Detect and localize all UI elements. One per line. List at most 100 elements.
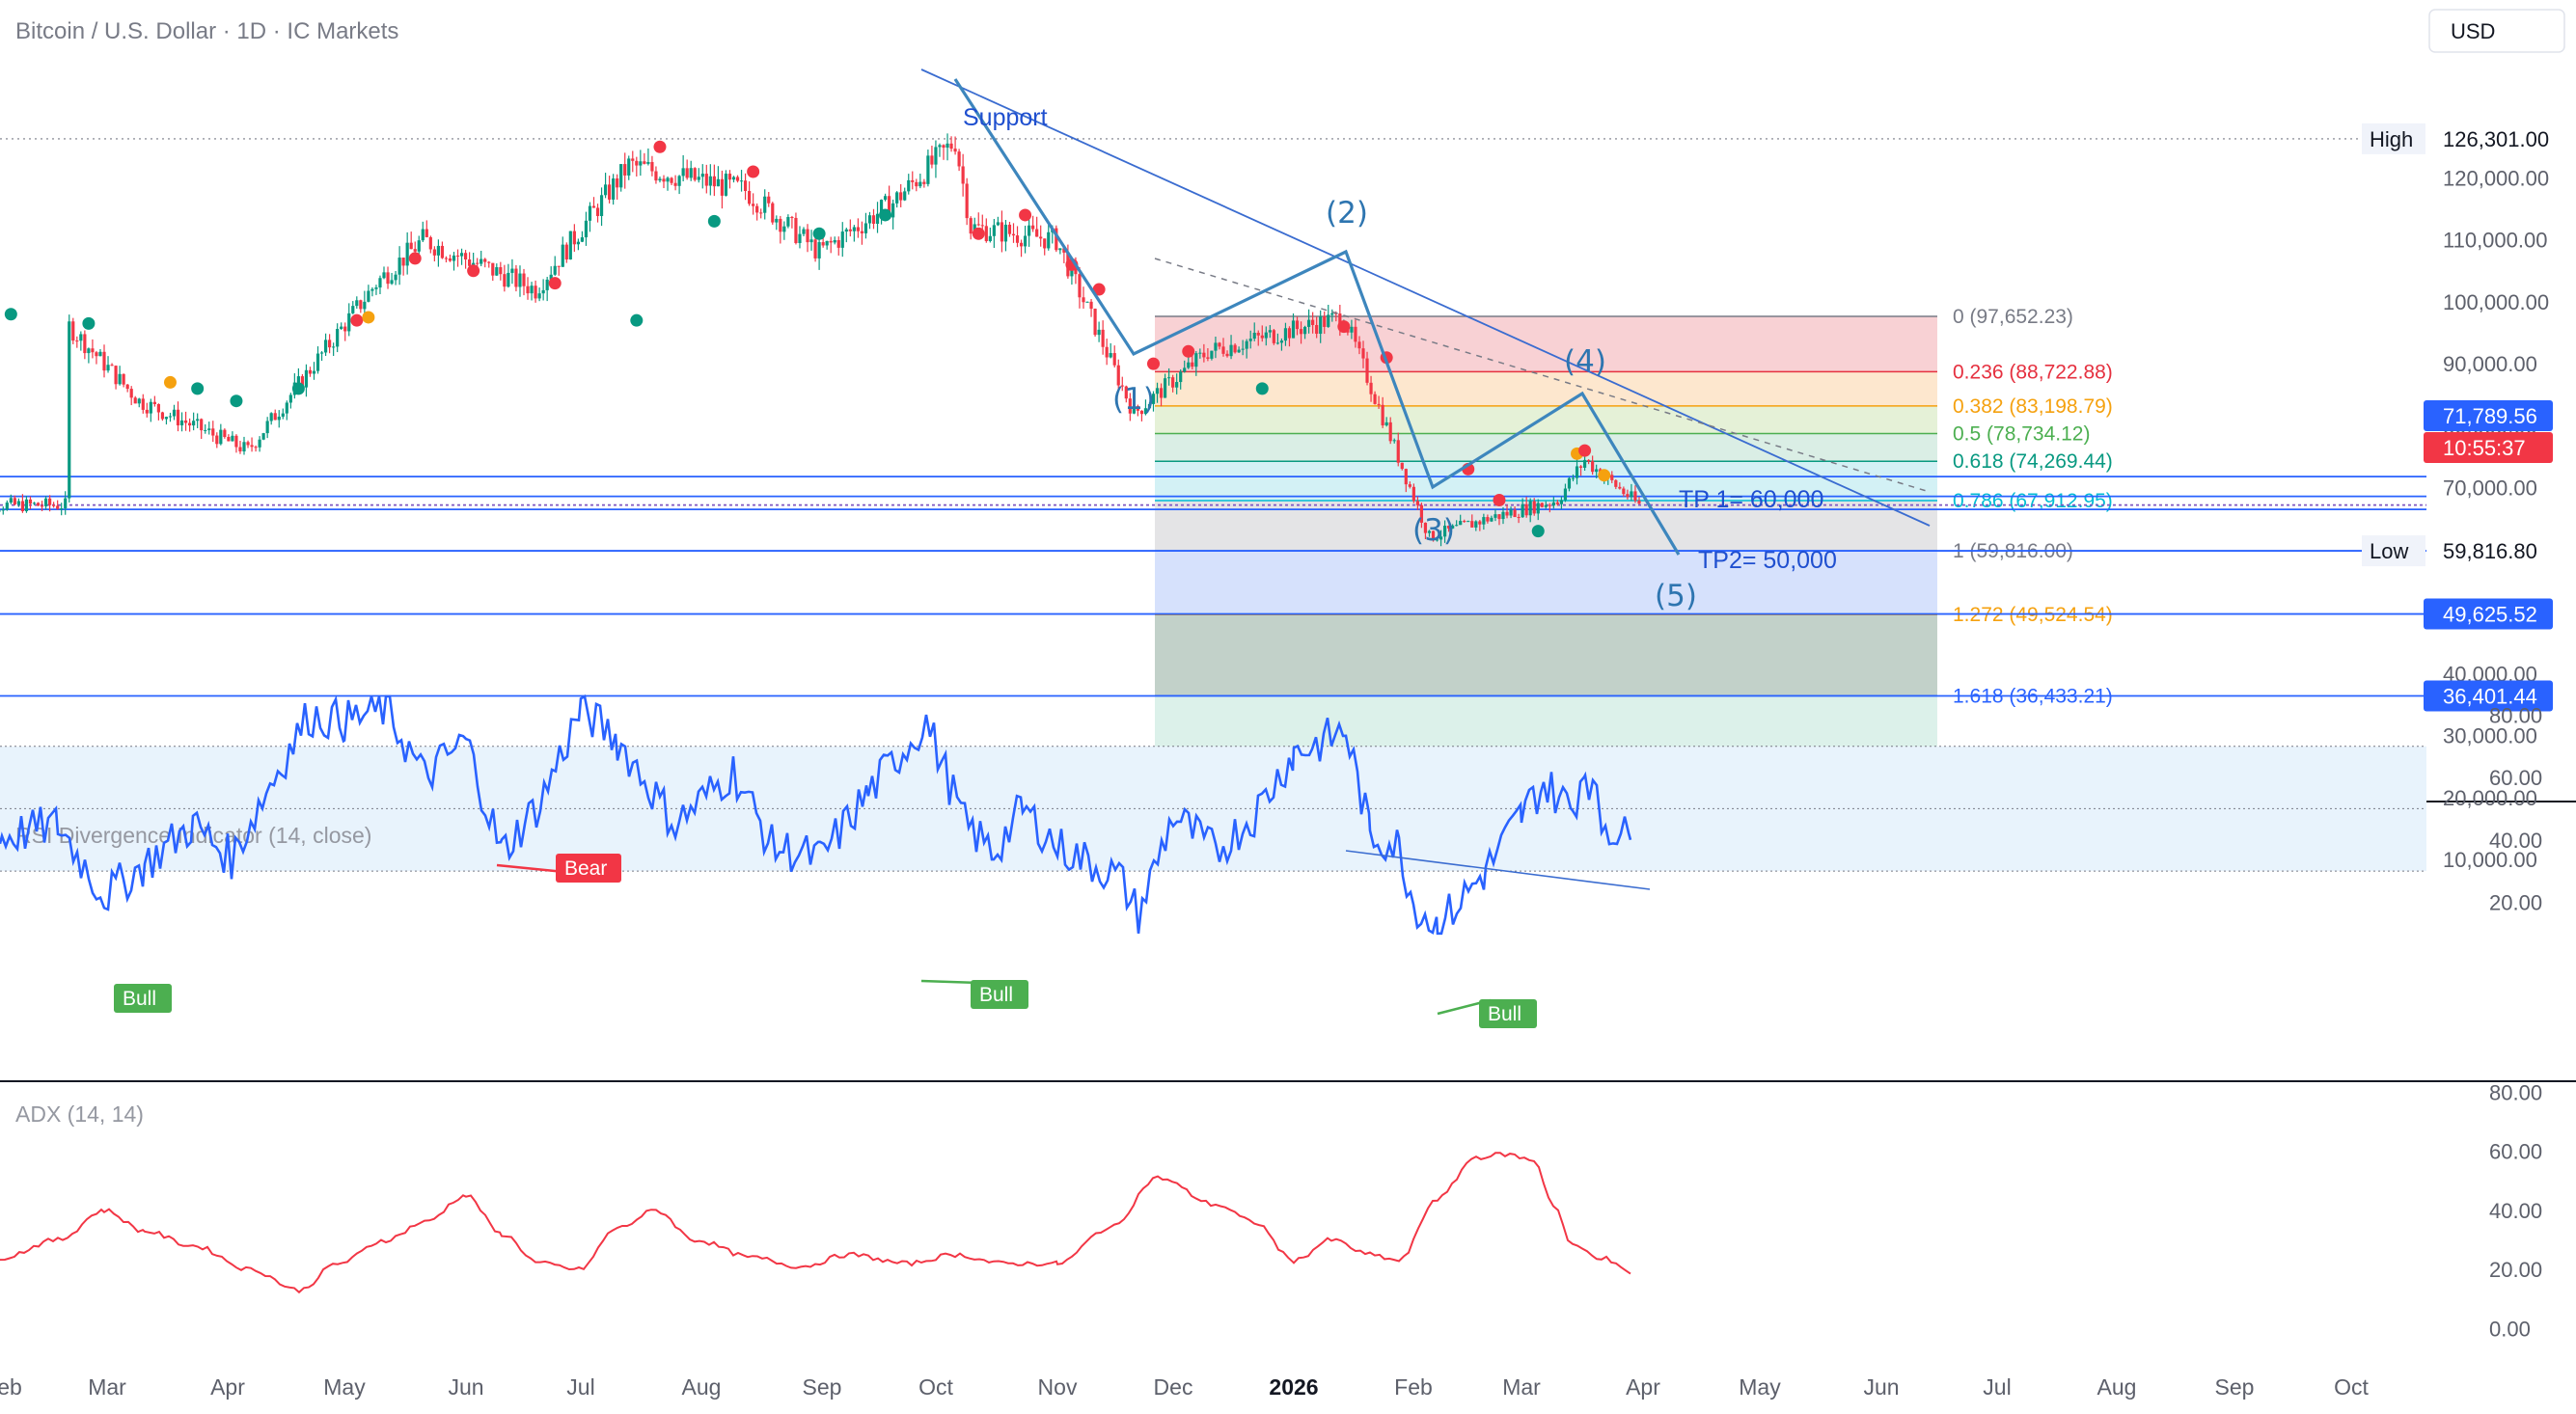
candle-body: [743, 180, 748, 192]
fib-level-label: 0.236 (88,722.88): [1953, 361, 2113, 383]
signal-dot: [82, 316, 96, 330]
time-axis-label: Apr: [210, 1374, 245, 1400]
candle-body: [79, 334, 83, 341]
candle-body: [957, 151, 961, 167]
candle-body: [110, 365, 114, 367]
candle-body: [285, 402, 288, 414]
candle-body: [856, 227, 860, 231]
rsi-pane[interactable]: RSI Divergence Indicator (14, close) 80.0…: [0, 693, 2542, 1028]
candle-body: [911, 179, 915, 182]
candle-body: [1268, 330, 1272, 333]
candle-body: [13, 498, 16, 504]
candle-body: [755, 205, 759, 213]
adx-pane[interactable]: ADX (14, 14) 80.00 60.00 40.00 20.00 0.00: [0, 1080, 2542, 1341]
candle-body: [1575, 466, 1579, 478]
candle-body: [895, 192, 899, 204]
candle-body: [561, 244, 564, 267]
candle-body: [1494, 514, 1497, 518]
candle-body: [273, 413, 277, 421]
candle-body: [689, 168, 693, 178]
descending-trendline[interactable]: [920, 68, 1931, 527]
dashed-trendline[interactable]: [1154, 258, 1931, 493]
candle-body: [806, 229, 809, 243]
signal-dot: [812, 227, 826, 240]
candle-body: [227, 436, 231, 442]
rsi-title: RSI Divergence Indicator (14, close): [15, 823, 371, 848]
candle-body: [1626, 494, 1630, 498]
candle-body: [1101, 329, 1105, 347]
candle-body: [603, 184, 608, 196]
candle-body: [1151, 394, 1156, 404]
candle-body: [1198, 352, 1202, 354]
candle-body: [1241, 348, 1245, 350]
rsi-trendline[interactable]: [1345, 850, 1651, 890]
candle-body: [883, 196, 888, 201]
candle-body: [836, 239, 840, 248]
candle-body: [530, 286, 534, 294]
candle-body: [591, 205, 596, 208]
candle-body: [1419, 504, 1424, 523]
price-candles[interactable]: [0, 133, 1641, 547]
candle-body: [1571, 477, 1576, 479]
candle-body: [938, 145, 942, 148]
candle-body: [1011, 233, 1016, 236]
candle-body: [188, 422, 192, 426]
candle-body: [1245, 340, 1248, 349]
time-axis-label: Jun: [1863, 1374, 1899, 1400]
signal-dot: [1182, 344, 1195, 358]
signal-dot: [1493, 494, 1506, 506]
candle-body: [1248, 339, 1252, 341]
candle-body: [1163, 378, 1167, 398]
candle-body: [724, 174, 728, 196]
candle-body: [1028, 225, 1031, 236]
candle-body: [340, 326, 343, 330]
candle-body: [319, 352, 324, 354]
wave-label: (5): [1655, 579, 1697, 613]
signal-dot: [191, 382, 205, 395]
candle-body: [1404, 469, 1408, 485]
time-axis[interactable]: eb Mar Apr May Jun Jul Aug Sep Oct Nov Dec 2026 Feb M…: [0, 1374, 2369, 1400]
candle-body: [915, 181, 918, 187]
candle-body: [1155, 388, 1160, 394]
candle-body: [24, 499, 29, 511]
adx-tick-label: 60.00: [2489, 1140, 2542, 1164]
candle-body: [156, 404, 160, 413]
badge-text: Bull: [123, 988, 156, 1010]
time-axis-label: Apr: [1626, 1374, 1660, 1400]
candle-body: [196, 419, 200, 421]
candle-body: [627, 158, 631, 176]
candle-body: [164, 417, 169, 420]
price-axis[interactable]: USD 120,000.00 110,000.00 100,000.00 90,000.…: [2362, 9, 2574, 872]
candle-body: [1478, 521, 1482, 525]
candle-body: [122, 373, 125, 385]
candle-body: [1427, 530, 1432, 533]
adx-tick-label: 20.00: [2489, 1258, 2542, 1282]
candle-body: [1439, 536, 1443, 540]
currency-button[interactable]: [2428, 9, 2565, 53]
candle-body: [976, 224, 980, 226]
bull-badge: Bull: [114, 984, 172, 1013]
candle-body: [258, 439, 261, 448]
candle-body: [328, 340, 332, 348]
candle-body: [809, 239, 813, 243]
candle-body: [1272, 330, 1275, 343]
candle-body: [1279, 340, 1284, 343]
fib-zone: [1155, 371, 1937, 406]
candle-body: [223, 429, 227, 437]
candle-body: [261, 433, 265, 440]
candle-body: [1187, 362, 1191, 368]
candle-body: [242, 442, 246, 452]
candle-body: [969, 218, 973, 234]
time-axis-label: Mar: [1502, 1374, 1541, 1400]
candle-body: [75, 340, 79, 342]
candle-body: [1299, 329, 1303, 335]
candle-body: [83, 334, 87, 354]
elliott-wave-path[interactable]: [953, 78, 1681, 556]
candle-body: [942, 145, 945, 149]
candle-body: [1361, 348, 1365, 359]
candle-body: [468, 258, 472, 266]
candle-body: [503, 274, 507, 287]
candle-body: [1007, 224, 1012, 234]
candle-body: [336, 329, 340, 347]
